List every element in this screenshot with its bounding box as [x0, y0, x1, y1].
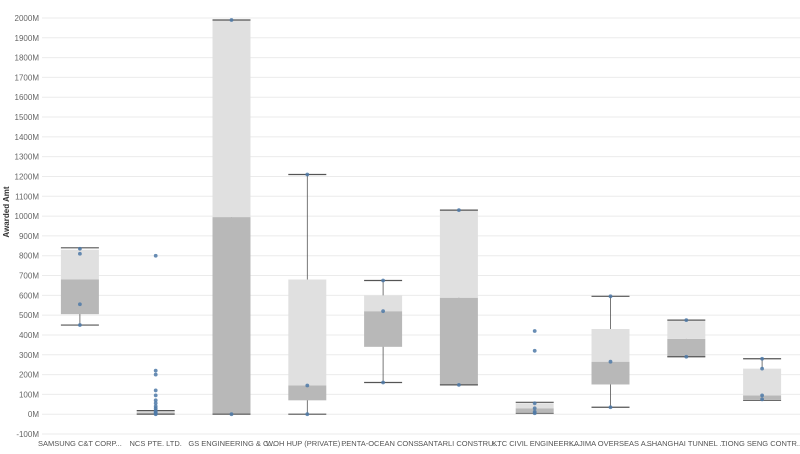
- y-tick-label: 400M: [19, 331, 39, 340]
- y-tick-label: 700M: [19, 272, 39, 281]
- data-point: [153, 393, 158, 398]
- y-tick-label: 1900M: [15, 34, 40, 43]
- box-upper-half: [515, 403, 554, 409]
- x-axis-categories: SAMSUNG C&T CORP... NCS PTE. LTD. GS ENGIN…: [38, 439, 800, 448]
- data-point: [608, 294, 613, 299]
- box-lower-half: [743, 395, 782, 400]
- box-lower-half: [288, 385, 327, 401]
- data-point: [760, 356, 764, 361]
- y-tick-label: 100M: [19, 390, 39, 399]
- box-upper-half: [439, 210, 478, 298]
- y-tick-label: 1100M: [15, 192, 39, 201]
- boxes: [60, 19, 782, 415]
- y-axis-ticks: -100M 0M 100M 200M 300M 400M 500M 600M 700M 800M 9…: [15, 14, 40, 439]
- y-tick-label: -100M: [16, 430, 39, 439]
- box-upper-half: [667, 321, 706, 339]
- data-point: [153, 404, 158, 409]
- data-point: [608, 405, 613, 410]
- y-tick-label: 1000M: [15, 212, 40, 221]
- data-point: [684, 354, 689, 359]
- x-category-label: PENTA-OCEAN CONS...: [341, 439, 425, 448]
- data-point: [760, 393, 764, 398]
- y-tick-label: 1600M: [15, 93, 40, 102]
- box-upper-half: [288, 279, 327, 386]
- data-point: [305, 383, 310, 388]
- data-point: [78, 246, 82, 251]
- y-tick-label: 1400M: [15, 133, 40, 142]
- x-category-label: WOH HUP (PRIVATE) ...: [266, 439, 349, 448]
- data-point: [153, 368, 158, 373]
- x-category-label: SANTARLI CONSTRU...: [418, 439, 500, 448]
- data-point: [760, 366, 764, 371]
- data-point: [153, 253, 158, 258]
- data-point: [305, 172, 310, 177]
- data-point: [78, 302, 82, 307]
- gridlines: [42, 17, 800, 435]
- y-tick-label: 1500M: [15, 113, 40, 122]
- box-lower-half: [212, 217, 251, 415]
- data-point: [608, 359, 613, 364]
- data-point: [78, 251, 82, 256]
- data-point: [153, 388, 158, 393]
- x-category-label: SAMSUNG C&T CORP...: [38, 439, 122, 448]
- data-point: [760, 397, 764, 402]
- data-point: [305, 412, 310, 417]
- data-point: [381, 278, 385, 283]
- data-point: [381, 380, 385, 385]
- box-lower-half: [667, 338, 706, 357]
- data-point: [532, 406, 537, 411]
- y-tick-label: 600M: [19, 291, 39, 300]
- y-tick-label: 300M: [19, 351, 39, 360]
- box-lower-half: [60, 279, 99, 315]
- data-point: [532, 329, 537, 333]
- data-point: [229, 412, 234, 417]
- x-category-label: SHANGHAI TUNNEL ...: [647, 439, 726, 448]
- data-point: [532, 348, 537, 353]
- data-point: [532, 409, 537, 414]
- data-point: [78, 323, 82, 327]
- y-tick-label: 500M: [19, 311, 39, 320]
- x-category-label: KTC CIVIL ENGINEERI...: [492, 439, 577, 448]
- x-category-label: TIONG SENG CONTR...: [721, 439, 800, 448]
- y-tick-label: 900M: [19, 232, 39, 241]
- y-tick-label: 1200M: [15, 172, 40, 181]
- y-tick-label: 1700M: [15, 73, 40, 82]
- data-point: [532, 401, 537, 406]
- y-axis-title: Awarded Amt: [2, 186, 11, 237]
- data-point: [153, 398, 158, 403]
- box-upper-half: [212, 19, 251, 218]
- y-tick-label: 1300M: [15, 153, 40, 162]
- data-point: [684, 318, 689, 322]
- x-category-label: KAJIMA OVERSEAS A...: [569, 439, 652, 448]
- box-lower-half: [591, 361, 630, 385]
- y-tick-label: 2000M: [15, 14, 40, 23]
- data-point: [229, 18, 234, 22]
- x-category-label: NCS PTE. LTD.: [130, 439, 182, 448]
- y-tick-label: 1800M: [15, 54, 40, 63]
- box-upper-half: [591, 329, 630, 362]
- box-upper-half: [364, 295, 403, 312]
- data-point: [457, 382, 461, 387]
- box-lower-half: [439, 297, 478, 385]
- box-lower-half: [364, 311, 403, 347]
- y-tick-label: 200M: [19, 371, 39, 380]
- box-upper-half: [743, 368, 782, 396]
- y-tick-label: 800M: [19, 252, 39, 261]
- x-category-label: GS ENGINEERING & C...: [188, 439, 274, 448]
- y-tick-label: 0M: [28, 410, 39, 419]
- data-point: [457, 208, 461, 213]
- data-points: [78, 18, 764, 417]
- data-point: [153, 401, 158, 406]
- data-point: [381, 309, 385, 314]
- data-point: [153, 372, 158, 377]
